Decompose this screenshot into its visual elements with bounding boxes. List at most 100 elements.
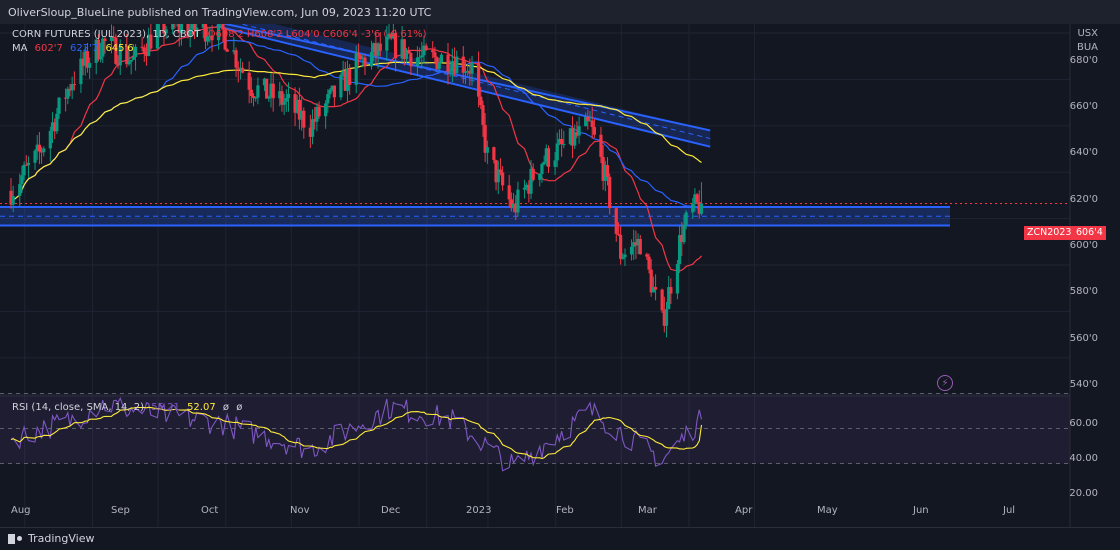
candle-body (118, 46, 122, 66)
candle-body (492, 147, 496, 161)
candle-body (363, 57, 367, 67)
candle (653, 274, 658, 301)
candle (190, 24, 194, 32)
tradingview-logo[interactable]: TradingView (8, 532, 94, 545)
candle-body (697, 201, 701, 214)
candle (588, 110, 592, 122)
chart-canvas[interactable] (0, 24, 1120, 527)
candle-body (300, 110, 304, 120)
candle-body (330, 85, 334, 90)
candle (203, 24, 208, 50)
candle (271, 71, 275, 112)
candle-body (94, 39, 98, 63)
candle (680, 222, 684, 256)
candle (112, 26, 116, 42)
candle (378, 32, 382, 57)
candle (326, 89, 330, 113)
candle-body (247, 72, 251, 90)
candle-body (516, 189, 520, 213)
candle-body (116, 63, 120, 66)
candle-body (284, 98, 288, 102)
y-tick-540: 540'0 (1069, 379, 1098, 390)
candle-body (201, 24, 205, 28)
candle (570, 116, 575, 159)
candle (171, 24, 175, 35)
candle (149, 24, 153, 51)
currency-label: USX (1077, 28, 1098, 39)
candle-body (680, 235, 684, 243)
candle-body (393, 33, 398, 59)
ma-legend[interactable]: MA 602'7 622'7 645'6 (12, 43, 138, 54)
candle (402, 38, 406, 66)
candle (562, 130, 566, 149)
candle-body (326, 94, 330, 104)
candle-body (577, 126, 581, 136)
candle-body (575, 132, 579, 136)
candle-body (79, 58, 83, 85)
candle (542, 155, 546, 166)
candle (164, 26, 168, 40)
candle-body (599, 134, 603, 157)
candle-body (476, 62, 481, 97)
candle (404, 47, 409, 64)
candle-body (22, 164, 26, 176)
candle-body (186, 24, 190, 37)
candle-body (33, 150, 37, 163)
candle-body (144, 54, 149, 56)
y-tick-560: 560'0 (1069, 333, 1098, 344)
candle (699, 182, 704, 216)
candle (433, 46, 437, 65)
y-tick-620: 620'0 (1069, 194, 1098, 205)
candle (409, 51, 413, 75)
candle (372, 42, 376, 62)
candle (577, 116, 581, 144)
candle-body (216, 24, 221, 41)
candle-body (450, 61, 454, 72)
ma-slow-value: 645'6 (105, 43, 134, 54)
candle (162, 24, 166, 46)
candle (623, 248, 627, 267)
candle (42, 146, 46, 157)
candle-body (557, 138, 562, 144)
candle (254, 96, 258, 102)
candle (452, 47, 457, 77)
candle-body (57, 97, 61, 114)
candle-body (280, 91, 284, 105)
candle (592, 119, 596, 138)
candle-body (308, 127, 312, 137)
candle (420, 41, 424, 68)
candle-body (359, 55, 363, 60)
candle (466, 64, 470, 76)
candle-body (343, 70, 347, 91)
candle-body (53, 122, 57, 132)
rsi-legend[interactable]: RSI (14, close, SMA, 14, 2) 55.21 52.07 … (12, 402, 246, 413)
rsi-ma-line (10, 406, 703, 460)
candle-body (345, 68, 350, 91)
candle-body (267, 96, 271, 99)
candle-body (424, 45, 428, 51)
candle (247, 61, 251, 104)
candle-body (72, 84, 76, 86)
candle-body (402, 39, 406, 59)
candle-body (415, 57, 420, 67)
candle-body (417, 57, 422, 59)
candle-body (293, 94, 297, 113)
candle-body (129, 59, 133, 62)
candle (300, 97, 304, 131)
candle (507, 174, 511, 207)
candle-body (55, 113, 59, 132)
candle (278, 81, 282, 107)
candle (249, 76, 253, 104)
candle (616, 222, 621, 237)
candle-body (407, 49, 411, 54)
candle (85, 43, 90, 73)
candle-body (562, 144, 566, 146)
candle (470, 55, 474, 86)
candle-body (691, 203, 695, 213)
candle (109, 24, 114, 54)
symbol-legend[interactable]: CORN FUTURES (JUL 2023), 1D, CBOT O608'2… (12, 29, 431, 40)
candle (361, 54, 365, 68)
candle (538, 173, 542, 187)
flash-alert-icon[interactable]: ⚡ (937, 375, 953, 391)
candle (385, 25, 389, 61)
